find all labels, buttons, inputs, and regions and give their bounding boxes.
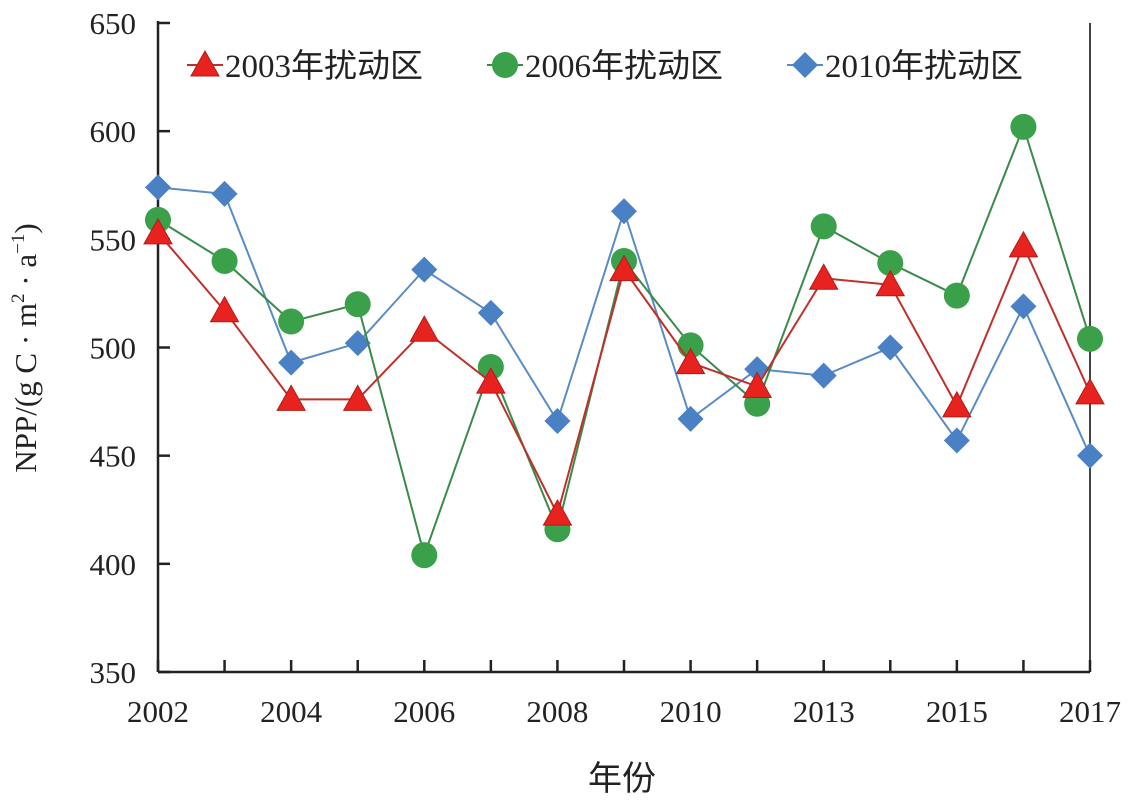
x-tick-label: 2006: [393, 694, 455, 729]
legend-marker: [190, 49, 220, 77]
data-point: [877, 334, 904, 361]
data-point: [1010, 293, 1037, 320]
series-triangle: [143, 217, 1105, 526]
x-tick-label: 2010: [660, 694, 722, 729]
data-point: [1075, 377, 1105, 405]
legend-marker: [492, 52, 518, 78]
y-tick-label: 600: [90, 114, 137, 149]
x-tick-label: 2002: [127, 694, 189, 729]
series-line: [157, 123, 1091, 559]
data-point: [810, 362, 837, 389]
data-point: [810, 213, 837, 240]
data-point: [344, 330, 371, 357]
legend-label: 2006年扰动区: [525, 48, 723, 85]
legend-item: 2010年扰动区: [787, 48, 1023, 85]
x-tick-label: 2008: [526, 694, 588, 729]
data-point: [877, 250, 904, 277]
data-point: [677, 405, 704, 432]
data-point: [875, 269, 906, 297]
data-point: [344, 291, 371, 318]
data-point: [808, 263, 839, 290]
x-tick-label: 2013: [793, 694, 855, 729]
data-point: [1077, 325, 1103, 352]
legend-label: 2010年扰动区: [825, 48, 1023, 85]
y-tick-label: 350: [90, 655, 137, 690]
data-point: [278, 308, 305, 335]
y-tick-label: 650: [90, 6, 137, 41]
data-point: [1077, 442, 1103, 469]
y-axis-title: NPP/(g C · m2 · a−1): [8, 223, 43, 472]
data-point: [411, 256, 438, 283]
data-point: [675, 347, 706, 375]
legend-item: 2003年扰动区: [187, 48, 423, 85]
series-circle: [145, 113, 1103, 569]
data-point: [943, 427, 970, 454]
data-point: [1008, 230, 1039, 258]
legend-marker: [792, 52, 818, 78]
data-point: [677, 332, 704, 359]
data-point: [611, 198, 637, 225]
data-point: [742, 371, 772, 398]
data-point: [211, 180, 238, 207]
legend-item: 2006年扰动区: [487, 48, 723, 85]
x-axis-title: 年份: [588, 760, 656, 798]
data-point: [145, 174, 171, 201]
series-diamond: [145, 174, 1103, 469]
axes: 350 400 450 500 550 600 650 2002 2004 2006 2008 201…: [90, 6, 1122, 729]
data-point: [609, 254, 639, 282]
data-point: [409, 315, 440, 342]
data-point: [942, 390, 972, 418]
y-tick-label: 450: [90, 439, 137, 474]
data-point: [211, 247, 238, 274]
data-point: [209, 295, 240, 323]
data-point: [477, 353, 504, 380]
x-tick-label: 2004: [260, 694, 323, 729]
data-point: [476, 367, 506, 394]
legend-label: 2003年扰动区: [225, 48, 423, 85]
series-lines: [143, 113, 1105, 569]
data-point: [544, 408, 571, 435]
data-point: [411, 542, 438, 569]
y-tick-label: 400: [90, 547, 137, 582]
data-point: [278, 349, 305, 376]
x-tick-label: 2017: [1059, 694, 1121, 729]
data-point: [342, 384, 373, 411]
data-point: [943, 282, 970, 309]
legend: 2003年扰动区 2006年扰动区 2010年扰动区: [187, 48, 1023, 85]
data-point: [143, 217, 173, 245]
y-tick-label: 500: [90, 331, 137, 366]
x-tick-label: 2015: [926, 694, 988, 729]
y-tick-label: 550: [90, 222, 137, 257]
data-point: [542, 499, 573, 526]
data-point: [276, 384, 306, 411]
data-point: [1010, 113, 1037, 140]
data-point: [477, 299, 504, 326]
